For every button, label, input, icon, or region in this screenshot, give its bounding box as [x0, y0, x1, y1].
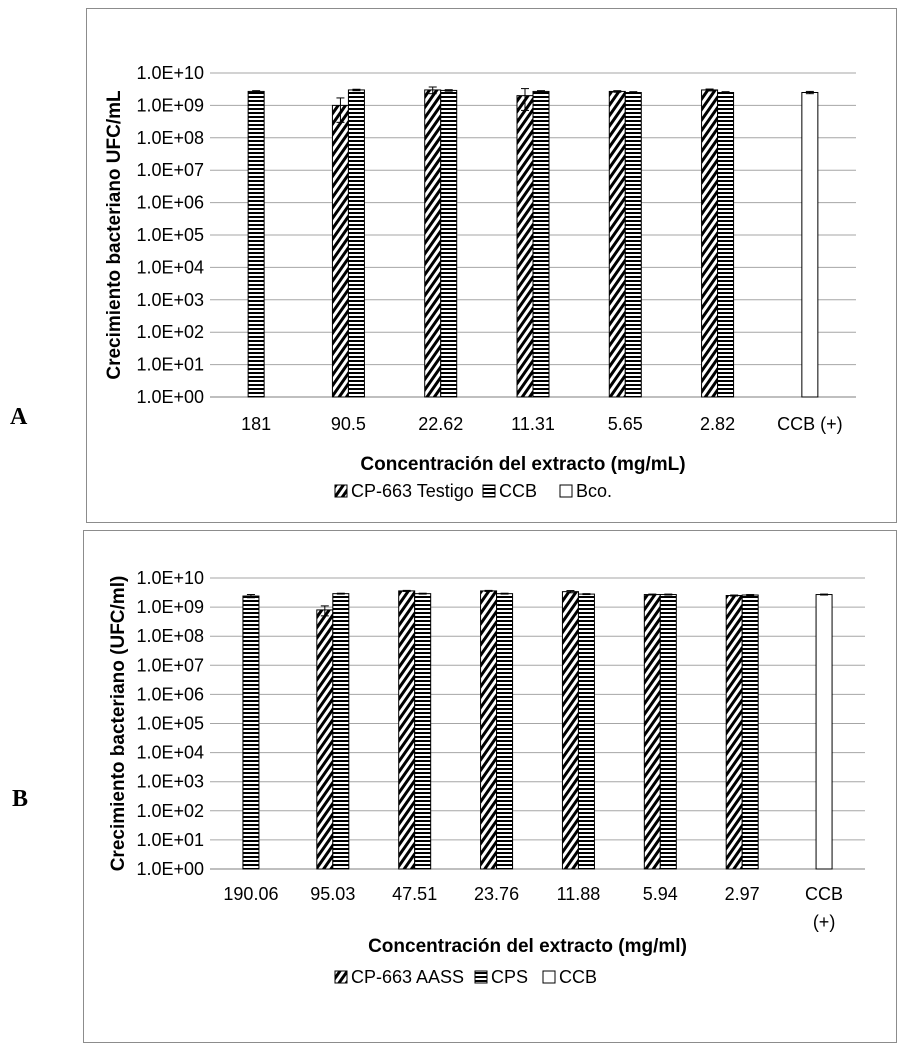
y-tick-label: 1.0E+08	[136, 128, 204, 148]
bar-diag	[561, 591, 579, 870]
y-tick-label: 1.0E+05	[136, 714, 204, 734]
panel-label-b: B	[12, 786, 29, 812]
x-tick-label: (+)	[813, 912, 836, 932]
x-axis-title: Concentración del extracto (mg/mL)	[360, 454, 685, 475]
y-tick-label: 1.0E+02	[136, 801, 204, 821]
legend-label: CP-663 Testigo	[351, 481, 474, 501]
legend-swatch	[559, 484, 573, 498]
bar-horiz	[659, 594, 677, 870]
chart-frame	[86, 8, 897, 523]
legend-swatch	[482, 484, 496, 498]
y-tick-label: 1.0E+03	[136, 290, 204, 310]
y-tick-label: 1.0E+10	[136, 63, 204, 83]
y-tick-label: 1.0E+07	[136, 160, 204, 180]
x-tick-label: 22.62	[418, 414, 463, 434]
bar-horiz	[496, 593, 514, 870]
y-tick-label: 1.0E+02	[136, 322, 204, 342]
x-tick-label: 47.51	[392, 884, 437, 904]
y-tick-label: 1.0E+06	[136, 193, 204, 213]
legend-swatch	[334, 970, 348, 984]
y-tick-label: 1.0E+00	[136, 387, 204, 407]
x-tick-label: 11.88	[557, 884, 601, 904]
panel-label-a: A	[10, 404, 28, 430]
y-tick-label: 1.0E+06	[136, 684, 204, 704]
x-axis-title: Concentración del extracto (mg/ml)	[368, 936, 687, 957]
x-tick-label: 5.65	[608, 414, 643, 434]
x-tick-label: CCB	[805, 884, 843, 904]
y-tick-label: 1.0E+09	[136, 597, 204, 617]
bar-diag	[643, 594, 661, 870]
y-tick-label: 1.0E+00	[136, 859, 204, 879]
bar-horiz	[332, 593, 350, 870]
bar-diag	[331, 104, 349, 398]
y-tick-label: 1.0E+10	[136, 568, 204, 588]
bar-diag	[701, 89, 719, 398]
bar-diag	[608, 90, 626, 398]
bar-horiz	[440, 89, 458, 398]
y-tick-label: 1.0E+03	[136, 772, 204, 792]
y-tick-label: 1.0E+04	[136, 743, 204, 763]
y-axis-title: Crecimiento bacteriano UFC/mL	[104, 90, 125, 380]
bar-horiz	[532, 90, 550, 398]
y-tick-label: 1.0E+01	[136, 830, 204, 850]
bar-horiz	[347, 89, 365, 398]
legend-label: CCB	[499, 481, 537, 501]
bar-diag	[480, 590, 498, 870]
bar-horiz	[624, 92, 642, 398]
x-tick-label: 5.94	[643, 884, 678, 904]
chart-panel-a: 1.0E+00 1.0E+01 1.0E+02 1.0E+03 1.0E+04 1.0E+…	[86, 8, 897, 523]
bar-diag	[424, 89, 442, 398]
legend-label: CP-663 AASS	[351, 967, 464, 987]
y-axis-title: Crecimiento bacteriano (UFC/ml)	[108, 576, 129, 872]
x-tick-label: 2.97	[725, 884, 760, 904]
bar-diag	[725, 595, 743, 870]
legend-label: CPS	[491, 967, 528, 987]
bar-horiz	[414, 593, 432, 870]
bar-white	[801, 92, 819, 398]
bar-horiz	[577, 593, 595, 870]
y-tick-label: 1.0E+07	[136, 655, 204, 675]
legend-swatch	[474, 970, 488, 984]
legend-swatch	[334, 484, 348, 498]
bar-white	[815, 594, 833, 870]
y-tick-label: 1.0E+08	[136, 626, 204, 646]
bar-diag	[398, 590, 416, 870]
bar-horiz	[242, 595, 260, 870]
bar-horiz	[247, 90, 265, 398]
legend-label: Bco.	[576, 481, 612, 501]
bar-diag	[316, 609, 334, 870]
x-tick-label: 90.5	[331, 414, 366, 434]
y-tick-label: 1.0E+04	[136, 257, 204, 277]
bar-horiz	[717, 92, 735, 398]
x-tick-label: 11.31	[511, 414, 555, 434]
y-tick-label: 1.0E+05	[136, 225, 204, 245]
x-tick-label: CCB (+)	[777, 414, 843, 434]
chart-panel-b: 1.0E+00 1.0E+01 1.0E+02 1.0E+03 1.0E+04 1.0E+…	[83, 530, 897, 1043]
legend-label: CCB	[559, 967, 597, 987]
x-tick-label: 190.06	[223, 884, 278, 904]
x-tick-label: 181	[241, 414, 271, 434]
x-tick-label: 95.03	[310, 884, 355, 904]
y-tick-label: 1.0E+01	[136, 355, 204, 375]
y-tick-label: 1.0E+09	[136, 95, 204, 115]
x-tick-label: 23.76	[474, 884, 519, 904]
bar-horiz	[741, 594, 759, 870]
x-tick-label: 2.82	[700, 414, 735, 434]
bar-diag	[516, 95, 534, 398]
legend-swatch	[542, 970, 556, 984]
